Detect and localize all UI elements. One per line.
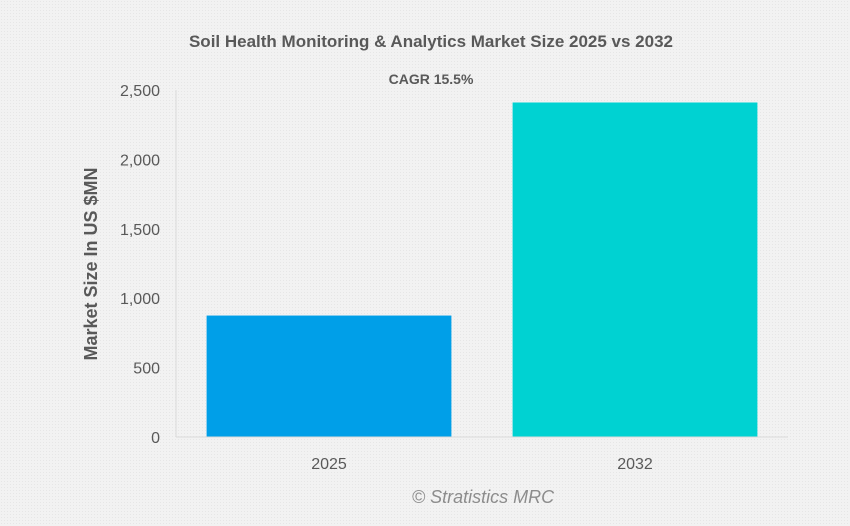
- y-tick-label: 1,500: [120, 222, 160, 239]
- y-tick-label: 2,500: [120, 83, 160, 100]
- y-tick-label: 1,000: [120, 291, 160, 308]
- y-axis-label: Market Size In US $MN: [81, 167, 101, 360]
- cagr-annotation: CAGR 15.5%: [389, 71, 474, 87]
- bars: [206, 102, 758, 437]
- y-tick-label: 0: [151, 430, 160, 447]
- x-axis-ticks: 2025 2032: [311, 456, 653, 473]
- source-credit: © Stratistics MRC: [412, 487, 555, 507]
- bar-2025: [206, 315, 452, 437]
- y-axis-ticks: 0 500 1,000 1,500 2,000 2,500: [120, 83, 160, 447]
- y-tick-label: 500: [133, 361, 160, 378]
- y-tick-label: 2,000: [120, 152, 160, 169]
- x-tick-label: 2025: [311, 456, 347, 473]
- bar-2032: [512, 102, 758, 437]
- chart-title: Soil Health Monitoring & Analytics Marke…: [189, 32, 673, 51]
- x-tick-label: 2032: [617, 456, 653, 473]
